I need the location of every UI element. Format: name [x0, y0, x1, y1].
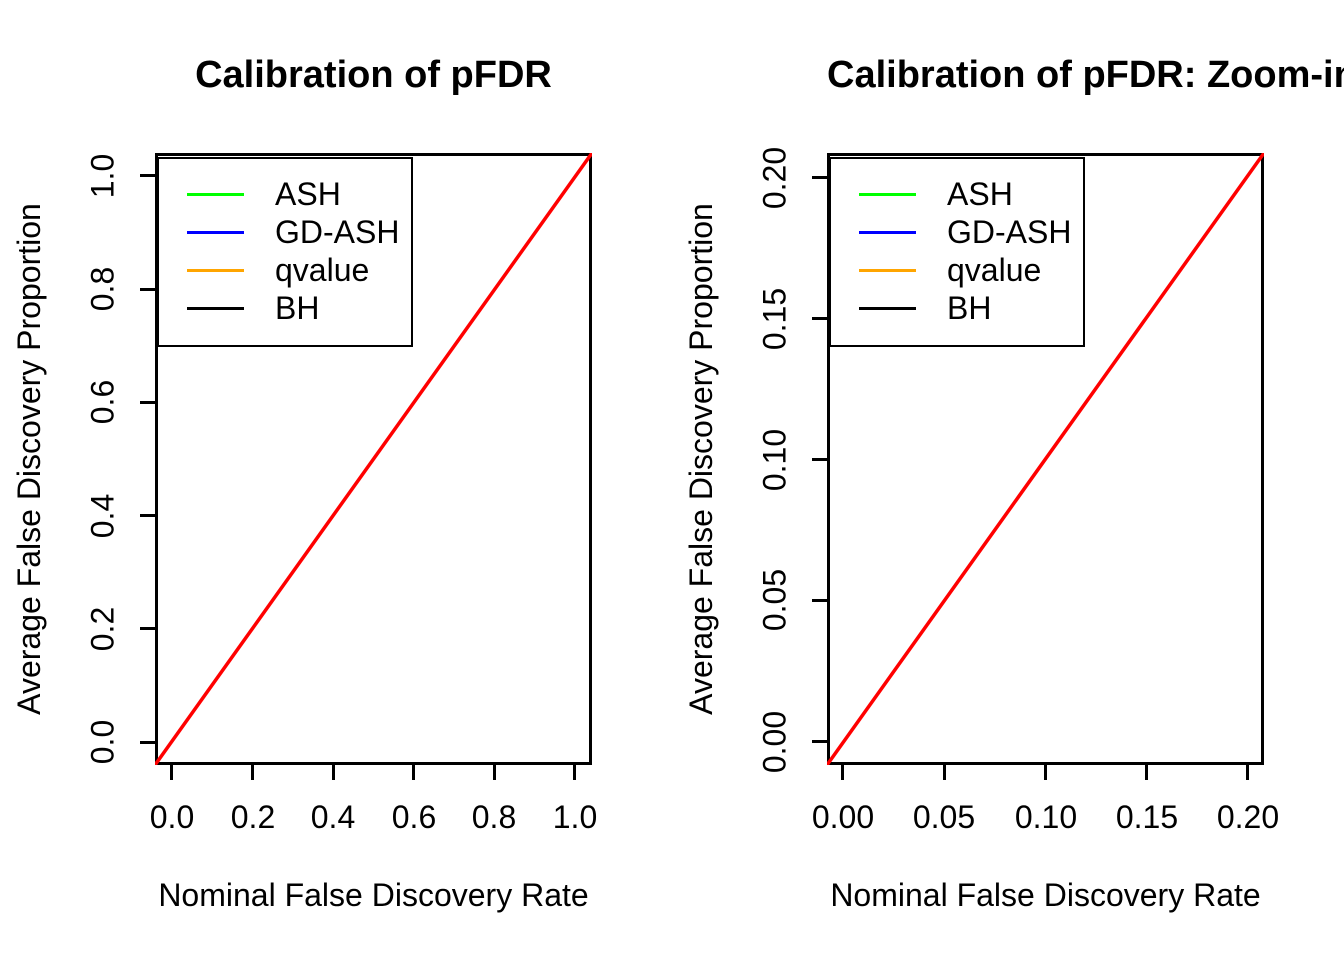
y-tick-mark	[812, 458, 827, 461]
y-tick-label: 0.0	[84, 719, 121, 765]
legend: ASH GD-ASH qvalue BH	[157, 157, 413, 347]
y-tick-label: 0.05	[756, 568, 793, 632]
x-tick-label: 0.6	[391, 799, 437, 835]
y-tick-label: 0.15	[756, 287, 793, 351]
legend-item-label: GD-ASH	[275, 214, 400, 250]
y-tick-mark	[812, 176, 827, 179]
legend-item: ASH	[831, 175, 1083, 213]
y-tick-label: 1.0	[84, 153, 121, 199]
y-tick-label: 0.00	[756, 710, 793, 774]
legend-item: ASH	[159, 175, 411, 213]
y-tick-mark	[140, 514, 155, 517]
x-axis-label: Nominal False Discovery Rate	[830, 877, 1261, 913]
y-tick-mark	[140, 741, 155, 744]
y-tick-label: 0.8	[84, 266, 121, 312]
plot-lines	[155, 153, 592, 765]
x-tick-label: 1.0	[552, 799, 598, 835]
x-tick-label: 0.20	[1216, 799, 1280, 835]
y-tick-mark	[140, 401, 155, 404]
identity-line	[827, 153, 1264, 765]
y-axis-label: Average False Discovery Proportion	[10, 203, 47, 715]
legend-item-label: BH	[947, 290, 992, 326]
y-tick-mark	[140, 288, 155, 291]
x-tick-mark	[573, 765, 576, 780]
legend-item: BH	[831, 289, 1083, 327]
plot-lines	[827, 153, 1264, 765]
x-tick-mark	[493, 765, 496, 780]
legend-item-label: ASH	[275, 176, 341, 212]
legend-item-label: ASH	[947, 176, 1013, 212]
y-tick-mark	[812, 740, 827, 743]
legend-line-sample-qvalue	[859, 268, 916, 272]
x-tick-mark	[170, 765, 173, 780]
x-tick-label: 0.0	[149, 799, 195, 835]
legend-item: GD-ASH	[831, 213, 1083, 251]
legend-item: qvalue	[831, 251, 1083, 289]
x-tick-mark	[332, 765, 335, 780]
legend-line-sample-bh	[187, 306, 244, 310]
y-tick-mark	[140, 627, 155, 630]
y-axis-label: Average False Discovery Proportion	[682, 203, 719, 715]
plot-title: Calibration of pFDR: Zoom-in	[827, 54, 1344, 96]
legend-item: qvalue	[159, 251, 411, 289]
y-tick-mark	[140, 174, 155, 177]
y-tick-label: 0.4	[84, 493, 121, 539]
plot-title: Calibration of pFDR	[195, 54, 552, 96]
legend-item: BH	[159, 289, 411, 327]
y-tick-label: 0.2	[84, 606, 121, 652]
x-tick-label: 0.8	[471, 799, 517, 835]
x-tick-label: 0.4	[310, 799, 356, 835]
legend-line-sample-gd-ash	[187, 230, 244, 234]
y-tick-mark	[812, 317, 827, 320]
x-tick-mark	[1246, 765, 1249, 780]
x-tick-mark	[1145, 765, 1148, 780]
legend-line-sample-bh	[859, 306, 916, 310]
legend: ASH GD-ASH qvalue BH	[829, 157, 1085, 347]
legend-line-sample-ash	[187, 192, 244, 196]
legend-item-label: qvalue	[947, 252, 1042, 288]
x-tick-label: 0.10	[1014, 799, 1078, 835]
x-tick-label: 0.2	[230, 799, 276, 835]
legend-line-sample-gd-ash	[859, 230, 916, 234]
legend-line-sample-qvalue	[187, 268, 244, 272]
y-tick-label: 0.20	[756, 146, 793, 210]
x-tick-mark	[412, 765, 415, 780]
y-tick-mark	[812, 599, 827, 602]
legend-item-label: GD-ASH	[947, 214, 1072, 250]
x-tick-mark	[1044, 765, 1047, 780]
x-axis-label: Nominal False Discovery Rate	[158, 877, 589, 913]
x-tick-label: 0.00	[811, 799, 875, 835]
legend-item: GD-ASH	[159, 213, 411, 251]
x-tick-mark	[251, 765, 254, 780]
legend-item-label: qvalue	[275, 252, 370, 288]
x-tick-label: 0.15	[1115, 799, 1179, 835]
y-tick-label: 0.6	[84, 379, 121, 425]
x-tick-mark	[841, 765, 844, 780]
x-tick-mark	[943, 765, 946, 780]
legend-line-sample-ash	[859, 192, 916, 196]
x-tick-label: 0.05	[912, 799, 976, 835]
y-tick-label: 0.10	[756, 428, 793, 492]
legend-item-label: BH	[275, 290, 320, 326]
identity-line	[155, 153, 592, 765]
